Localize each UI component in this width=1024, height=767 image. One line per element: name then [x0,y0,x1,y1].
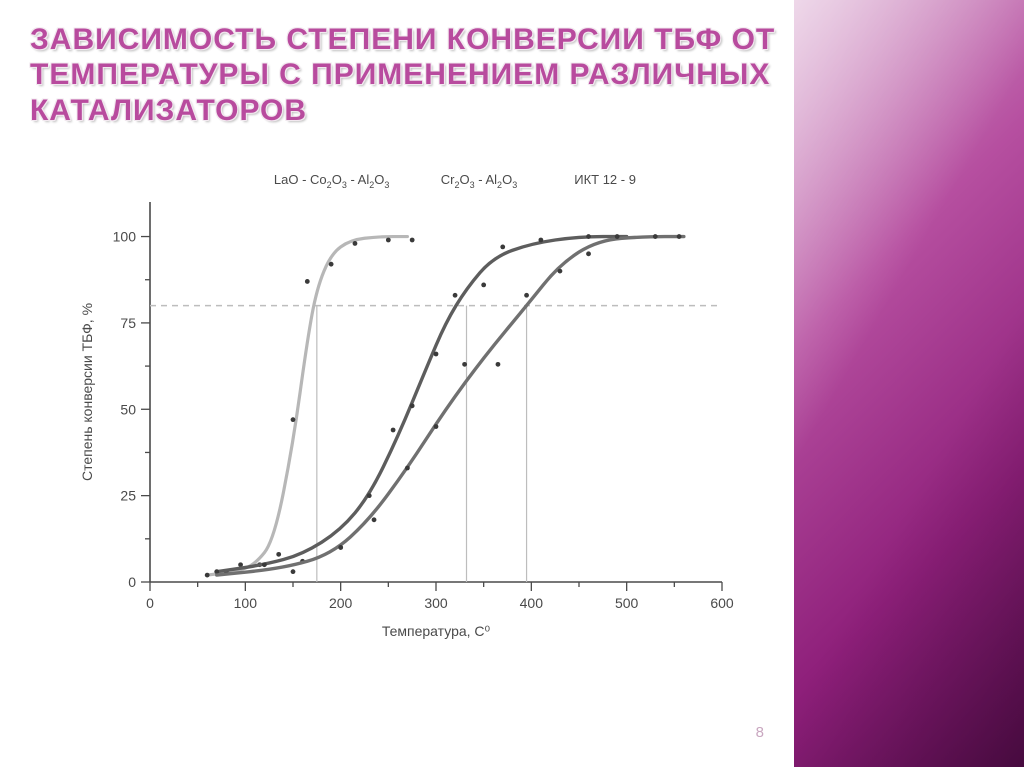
svg-text:25: 25 [120,488,136,504]
svg-text:75: 75 [120,315,136,331]
svg-text:Температура, С⁰: Температура, С⁰ [382,623,491,639]
svg-text:100: 100 [113,229,137,245]
svg-text:200: 200 [329,595,353,611]
page-number: 8 [756,724,764,741]
svg-text:400: 400 [520,595,544,611]
svg-text:600: 600 [710,595,734,611]
svg-text:50: 50 [120,401,136,417]
chart-container: 0 100 200 300 400 500 600 0 25 50 75 100 Температура… [60,160,740,660]
svg-text:ИКТ 12 - 9: ИКТ 12 - 9 [574,172,636,187]
decorative-sidebar [794,0,1024,767]
svg-text:100: 100 [234,595,258,611]
svg-text:LaO - Co2O3 - Al2O3: LaO - Co2O3 - Al2O3 [274,172,389,190]
svg-text:Степень конверсии ТБФ, %: Степень конверсии ТБФ, % [79,303,95,481]
svg-text:Cr2O3 - Al2O3: Cr2O3 - Al2O3 [441,172,517,190]
svg-text:500: 500 [615,595,639,611]
svg-text:0: 0 [146,595,154,611]
svg-text:0: 0 [128,574,136,590]
conversion-chart: 0 100 200 300 400 500 600 0 25 50 75 100 Температура… [60,160,740,660]
svg-text:300: 300 [424,595,448,611]
